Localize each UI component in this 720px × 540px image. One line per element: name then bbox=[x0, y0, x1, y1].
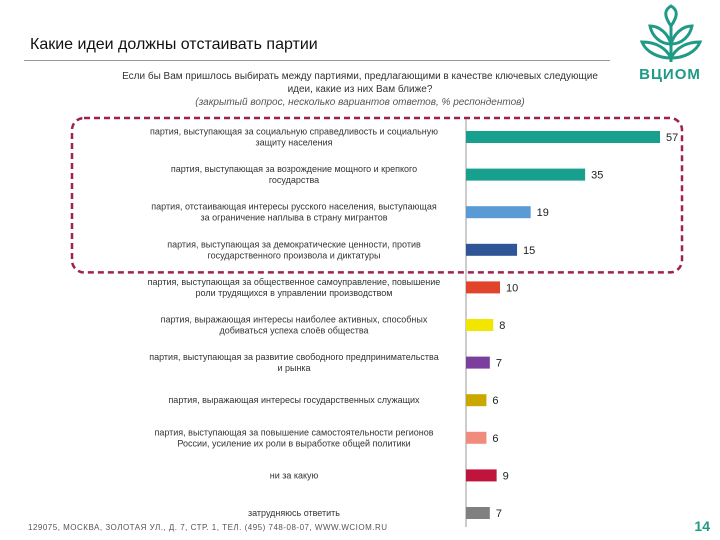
title-divider bbox=[24, 60, 610, 61]
category-label: партия, выражающая интересы наиболее акт… bbox=[161, 315, 428, 336]
question-text: Если бы Вам пришлось выбирать между парт… bbox=[122, 71, 598, 95]
category-label: партия, выступающая за повышение самосто… bbox=[154, 427, 433, 448]
bar bbox=[466, 469, 497, 482]
logo-text: ВЦИОМ bbox=[639, 66, 701, 83]
bar bbox=[466, 281, 501, 294]
bar bbox=[466, 243, 518, 256]
category-label: партия, отстаивающая интересы русского н… bbox=[151, 202, 437, 223]
page-title: Какие идеи должны отстаивать партии bbox=[30, 36, 318, 53]
data-label: 6 bbox=[492, 395, 498, 407]
bar bbox=[466, 394, 487, 407]
page-number: 14 bbox=[694, 518, 710, 534]
data-label: 15 bbox=[523, 245, 535, 257]
data-label: 7 bbox=[496, 508, 502, 520]
category-label: ни за какую bbox=[270, 470, 319, 480]
category-label: партия, выступающая за общественное само… bbox=[148, 277, 441, 298]
bar bbox=[466, 131, 660, 143]
data-label: 8 bbox=[499, 320, 505, 332]
category-label: партия, выражающая интересы государствен… bbox=[168, 395, 420, 405]
data-label: 19 bbox=[537, 207, 549, 219]
bar bbox=[466, 507, 490, 519]
data-label: 57 bbox=[666, 132, 678, 144]
data-label: 35 bbox=[591, 170, 603, 182]
data-label: 6 bbox=[492, 433, 498, 445]
bar bbox=[466, 206, 531, 219]
footer-address: 129075, МОСКВА, ЗОЛОТАЯ УЛ., Д. 7, СТР. … bbox=[28, 523, 388, 532]
category-label: партия, выступающая за социальную справе… bbox=[150, 127, 438, 148]
tree-logo-icon bbox=[639, 4, 703, 62]
category-label: партия, выступающая за развитие свободно… bbox=[149, 352, 439, 373]
data-label: 9 bbox=[503, 470, 509, 482]
bar bbox=[466, 168, 586, 181]
bar bbox=[466, 319, 494, 331]
category-label: затрудняюсь ответить bbox=[248, 508, 340, 518]
bar bbox=[466, 431, 487, 444]
question-note: (закрытый вопрос, несколько вариантов от… bbox=[195, 97, 525, 108]
data-label: 10 bbox=[506, 282, 518, 294]
bar bbox=[466, 356, 490, 369]
data-label: 7 bbox=[496, 358, 502, 370]
category-label: партия, выступающая за демократические ц… bbox=[167, 239, 421, 260]
category-label: партия, выступающая за возрождение мощно… bbox=[171, 164, 417, 185]
highlight-frame bbox=[70, 116, 684, 274]
